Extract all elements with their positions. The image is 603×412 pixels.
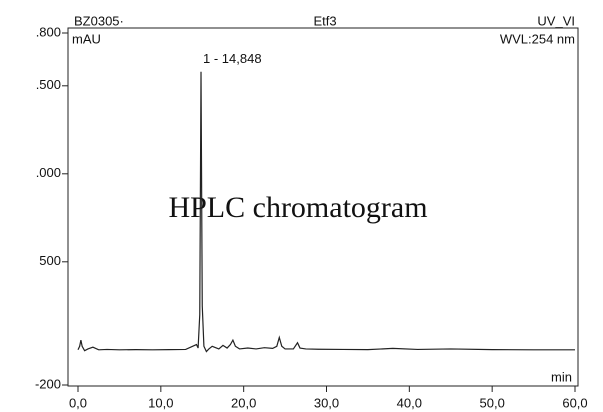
plot-frame — [67, 27, 579, 387]
chart-title: Etf3 — [313, 13, 336, 28]
x-tick-label: 40,0 — [397, 395, 422, 410]
overlay-title: HPLC chromatogram — [168, 191, 427, 224]
x-tick-label: 60,0 — [562, 395, 587, 410]
trace — [77, 71, 575, 353]
y-axis-label: mAU — [72, 31, 101, 46]
y-tick-label: .500 — [36, 77, 61, 92]
wavelength: WVL:254 nm — [500, 31, 575, 46]
x-tick-label: 50,0 — [480, 395, 505, 410]
x-tick-label: 10,0 — [148, 395, 173, 410]
y-tick-label: .800 — [36, 24, 61, 39]
sample-name: BZ0305· — [74, 13, 124, 28]
x-tick-label: 20,0 — [231, 395, 256, 410]
y-tick-label: .000 — [36, 165, 61, 180]
x-tick-label: 30,0 — [314, 395, 339, 410]
y-tick-label: 500 — [39, 253, 61, 268]
peak-label: 1 - 14,848 — [203, 51, 262, 66]
x-axis-label: min — [551, 369, 572, 384]
x-tick-label: 0,0 — [69, 395, 87, 410]
y-tick-label: -200 — [35, 376, 61, 391]
channel: UV_VI — [537, 13, 575, 28]
